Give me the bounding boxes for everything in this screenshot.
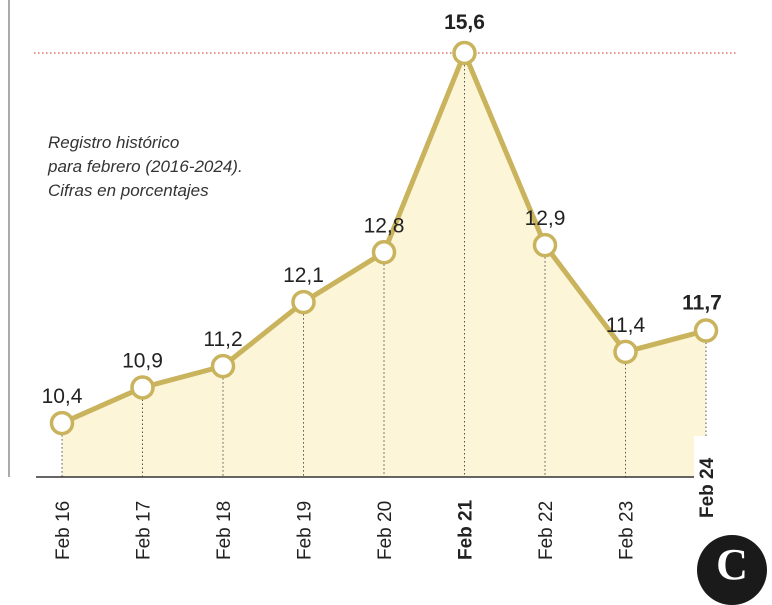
chart-note: Registro histórico para febrero (2016-20… xyxy=(48,131,243,203)
data-point-marker xyxy=(210,353,236,379)
data-point-marker xyxy=(291,289,316,315)
value-label: 10,9 xyxy=(122,349,163,372)
x-tick-label: Feb 23 xyxy=(617,501,638,560)
data-point-marker xyxy=(371,240,397,265)
x-tick-label: Feb 17 xyxy=(134,501,155,560)
data-point-marker xyxy=(532,232,558,258)
x-tick-label: Feb 18 xyxy=(214,501,235,560)
line-chart: 10,4 10,9 11,2 12,1 12,8 15,6 12,9 11,4 11,7 Feb… xyxy=(8,0,738,560)
data-point-marker xyxy=(613,339,638,365)
value-label: 12,9 xyxy=(525,207,566,230)
data-point-marker xyxy=(452,40,477,66)
x-tick-label: Feb 16 xyxy=(53,501,74,560)
data-point-marker xyxy=(49,410,75,436)
x-tick-label: Feb 20 xyxy=(375,501,396,560)
x-tick-label: Feb 24 xyxy=(697,457,718,518)
value-label: 11,7 xyxy=(682,292,722,315)
publisher-logo: C xyxy=(697,535,767,605)
data-point-marker xyxy=(130,375,155,400)
x-tick-label: Feb 22 xyxy=(536,501,557,560)
tick-label-background xyxy=(694,436,718,524)
note-line: Cifras en porcentajes xyxy=(48,181,209,200)
value-label: 11,4 xyxy=(606,314,646,337)
value-label: 10,4 xyxy=(42,385,83,408)
x-tick-label: Feb 21 xyxy=(456,499,477,560)
value-label: 15,6 xyxy=(444,11,485,34)
value-label: 12,1 xyxy=(283,264,324,287)
value-label: 12,8 xyxy=(364,214,405,237)
note-line: Registro histórico xyxy=(48,133,180,152)
value-label: 11,2 xyxy=(203,328,242,351)
data-point-marker xyxy=(693,318,719,343)
x-tick-label: Feb 19 xyxy=(295,501,316,560)
note-line: para febrero (2016-2024). xyxy=(48,157,243,176)
